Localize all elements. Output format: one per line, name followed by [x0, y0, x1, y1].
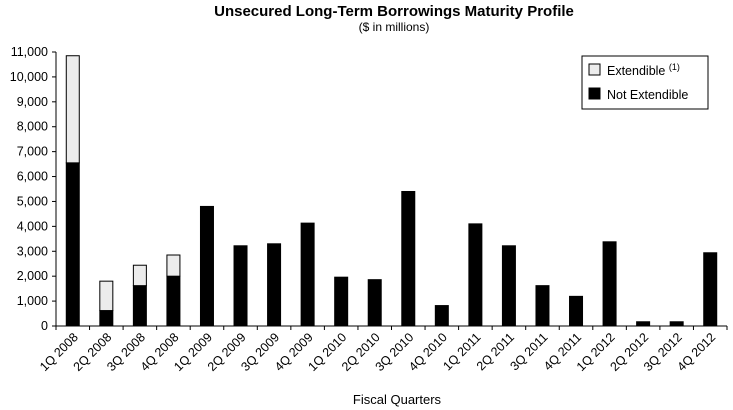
bar-not-extendible — [166, 275, 181, 327]
x-axis-label: Fiscal Quarters — [353, 392, 442, 407]
legend-box — [581, 55, 709, 110]
bar-not-extendible — [703, 252, 718, 327]
bar-extendible — [166, 254, 181, 277]
y-tick-label: 2,000 — [17, 269, 48, 283]
y-tick-label: 1,000 — [17, 294, 48, 308]
bar-not-extendible — [434, 305, 449, 327]
bar-not-extendible — [367, 279, 382, 327]
bar-not-extendible — [401, 190, 416, 327]
y-tick-label: 5,000 — [17, 194, 48, 208]
y-tick-label: 7,000 — [17, 145, 48, 159]
bar-extendible — [65, 55, 80, 164]
legend: Extendible (1) Not Extendible — [581, 55, 709, 110]
y-tick-label: 8,000 — [17, 120, 48, 134]
bar-not-extendible — [300, 222, 315, 327]
chart-title: Unsecured Long-Term Borrowings Maturity … — [214, 3, 574, 20]
y-tick-label: 0 — [41, 319, 48, 333]
legend-swatch-not-extendible — [588, 87, 601, 100]
legend-label-not-extendible: Not Extendible — [607, 88, 688, 102]
bar-not-extendible — [636, 321, 651, 327]
bar-not-extendible — [569, 295, 584, 327]
y-tick-label: 6,000 — [17, 170, 48, 184]
bar-not-extendible — [334, 276, 349, 327]
chart-subtitle: ($ in millions) — [359, 20, 430, 34]
y-tick-label: 9,000 — [17, 95, 48, 109]
bar-not-extendible — [233, 245, 248, 327]
bar-not-extendible — [501, 245, 516, 327]
bar-not-extendible — [602, 241, 617, 327]
legend-label-extendible: Extendible (1) — [607, 62, 680, 78]
y-tick-labels: 0 1,000 2,000 3,000 4,000 5,000 6,000 7,000 8,00… — [10, 45, 48, 333]
bar-not-extendible — [669, 321, 684, 327]
bar-not-extendible — [65, 162, 80, 327]
bar-not-extendible — [99, 310, 114, 327]
bar-extendible — [99, 280, 114, 312]
y-tick-label: 3,000 — [17, 244, 48, 258]
bar-not-extendible — [267, 243, 282, 327]
bar-not-extendible — [535, 285, 550, 327]
legend-swatch-extendible — [588, 63, 601, 76]
y-tick-label: 10,000 — [10, 70, 48, 84]
y-tick-label: 4,000 — [17, 219, 48, 233]
y-tick-label: 11,000 — [11, 45, 48, 59]
bar-not-extendible — [132, 285, 147, 327]
bar-not-extendible — [468, 223, 483, 327]
bars-group — [65, 55, 718, 327]
bar-extendible — [132, 264, 147, 287]
bar-not-extendible — [199, 205, 214, 327]
